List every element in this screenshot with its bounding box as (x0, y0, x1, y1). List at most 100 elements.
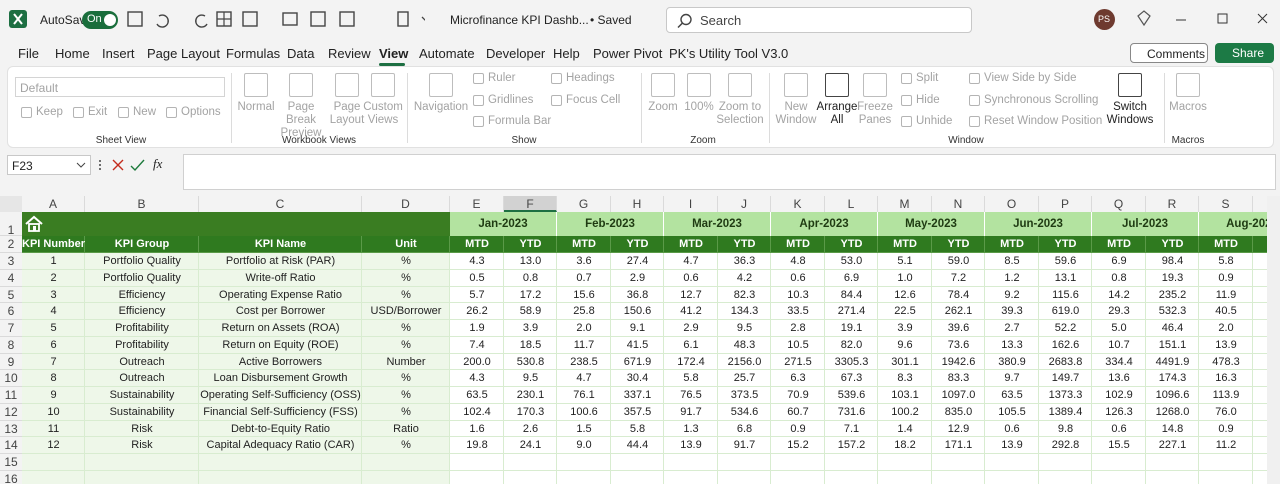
cell[interactable] (985, 403, 1039, 421)
cell[interactable] (932, 470, 985, 484)
cell-value[interactable]: 15.5 (1108, 439, 1130, 452)
cell-value[interactable]: Ratio (393, 422, 419, 435)
cell-value[interactable]: Outreach (119, 355, 165, 368)
cell[interactable] (199, 286, 362, 304)
cell[interactable] (1146, 420, 1199, 438)
cell-value[interactable]: 5.8 (1218, 255, 1234, 267)
cell[interactable] (362, 403, 450, 421)
ribbon-small-button[interactable]: Ruler (488, 72, 516, 84)
cell[interactable] (878, 403, 932, 421)
cell-value[interactable]: 13.1 (1054, 271, 1077, 284)
cell[interactable] (450, 420, 504, 438)
menu-tab[interactable]: PK's Utility Tool V3.0 (669, 46, 789, 61)
fx-label[interactable]: fx (153, 156, 163, 171)
column-header[interactable]: N (932, 196, 985, 212)
cell[interactable] (825, 236, 878, 253)
select-all-corner[interactable] (0, 196, 22, 212)
cell[interactable] (1199, 470, 1253, 484)
cell[interactable] (771, 253, 825, 270)
cell-value[interactable]: 4.8 (790, 255, 806, 267)
cell[interactable] (825, 387, 878, 404)
cell[interactable] (825, 320, 878, 337)
name-box[interactable]: F23 (7, 155, 91, 175)
cell-value[interactable]: 59.0 (947, 255, 970, 267)
cell[interactable] (932, 403, 985, 421)
cell[interactable] (85, 253, 199, 270)
cell-value[interactable]: 1.2 (1004, 271, 1020, 284)
cell[interactable] (1146, 370, 1199, 387)
ribbon-button[interactable]: Freeze Panes (857, 101, 893, 126)
cell-value[interactable]: Profitability (115, 338, 169, 351)
cell[interactable] (932, 387, 985, 404)
cell-value[interactable]: 15.6 (573, 288, 595, 301)
ribbon-button[interactable]: Arrange All (816, 101, 858, 126)
cell-value[interactable]: 337.1 (623, 389, 652, 401)
row-header[interactable]: 15 (0, 454, 22, 471)
comments-button[interactable]: Comments (1130, 43, 1208, 63)
cell-value[interactable]: Efficiency (118, 305, 166, 318)
cell[interactable] (985, 370, 1039, 387)
cell[interactable] (199, 336, 362, 354)
cell-value[interactable]: 10.7 (1108, 338, 1130, 351)
menu-tab[interactable]: Developer (486, 46, 546, 61)
cell[interactable] (1092, 303, 1146, 320)
cell-value[interactable]: 3.9 (522, 322, 539, 334)
cell[interactable] (199, 420, 362, 438)
cell[interactable] (85, 437, 199, 454)
cell[interactable] (1146, 437, 1199, 454)
cell[interactable] (878, 387, 932, 404)
row-header[interactable]: 16 (0, 470, 22, 484)
cell-value[interactable]: 262.1 (944, 305, 973, 318)
cell[interactable] (771, 286, 825, 304)
vertical-scrollbar[interactable] (1267, 196, 1280, 484)
cell-value[interactable]: 2.6 (522, 422, 539, 435)
cell[interactable] (771, 403, 825, 421)
menu-tab[interactable]: Data (287, 46, 315, 61)
cell-value[interactable]: 19.8 (466, 439, 488, 452)
cell[interactable] (557, 387, 611, 404)
cell[interactable] (85, 303, 199, 320)
cell-value[interactable]: 70.9 (787, 389, 809, 401)
cell-value[interactable]: 151.1 (1158, 338, 1187, 351)
view-dropdown[interactable]: Default (15, 77, 225, 97)
cell[interactable] (504, 454, 557, 471)
cell-value[interactable]: 33.5 (787, 305, 809, 318)
cell[interactable] (199, 370, 362, 387)
home-icon[interactable] (23, 214, 45, 234)
cell[interactable] (932, 454, 985, 471)
cell-value[interactable]: 11 (47, 422, 60, 435)
cell-value[interactable]: 2.7 (1004, 322, 1020, 334)
cell[interactable] (504, 286, 557, 304)
cell[interactable] (1199, 454, 1253, 471)
ribbon-small-button[interactable]: Focus Cell (566, 94, 621, 106)
autosave-toggle[interactable]: On (82, 11, 118, 29)
search-box[interactable]: Search (666, 7, 972, 33)
cell-value[interactable]: 235.2 (1158, 288, 1187, 301)
cell-value[interactable]: 26.2 (466, 305, 488, 318)
cell[interactable] (22, 336, 85, 354)
cell-value[interactable]: Capital Adequacy Ratio (CAR) (206, 439, 355, 452)
cell-value[interactable]: 12.7 (680, 288, 702, 301)
cell[interactable] (664, 286, 718, 304)
cell[interactable] (1039, 353, 1092, 371)
cell[interactable] (1146, 454, 1199, 471)
cell-value[interactable]: Operating Self-Sufficiency (OSS) (200, 389, 361, 401)
cell[interactable] (932, 320, 985, 337)
cell-value[interactable]: 25.7 (733, 372, 756, 385)
cell[interactable] (664, 454, 718, 471)
cell[interactable] (611, 387, 664, 404)
ribbon-small-button[interactable]: Synchronous Scrolling (984, 94, 1099, 106)
cell[interactable] (878, 437, 932, 454)
column-header[interactable]: J (718, 196, 771, 212)
cell[interactable] (771, 320, 825, 337)
cell[interactable] (1199, 253, 1253, 270)
cell[interactable] (1253, 387, 1267, 404)
cell[interactable] (1092, 236, 1146, 253)
cell[interactable] (611, 336, 664, 354)
cell-value[interactable]: Efficiency (118, 288, 166, 301)
cell[interactable] (985, 253, 1039, 270)
cell[interactable] (22, 236, 85, 253)
cell-value[interactable]: 13.6 (1108, 372, 1130, 385)
month-header[interactable]: Apr-2023 (771, 212, 878, 236)
cell[interactable] (1039, 387, 1092, 404)
